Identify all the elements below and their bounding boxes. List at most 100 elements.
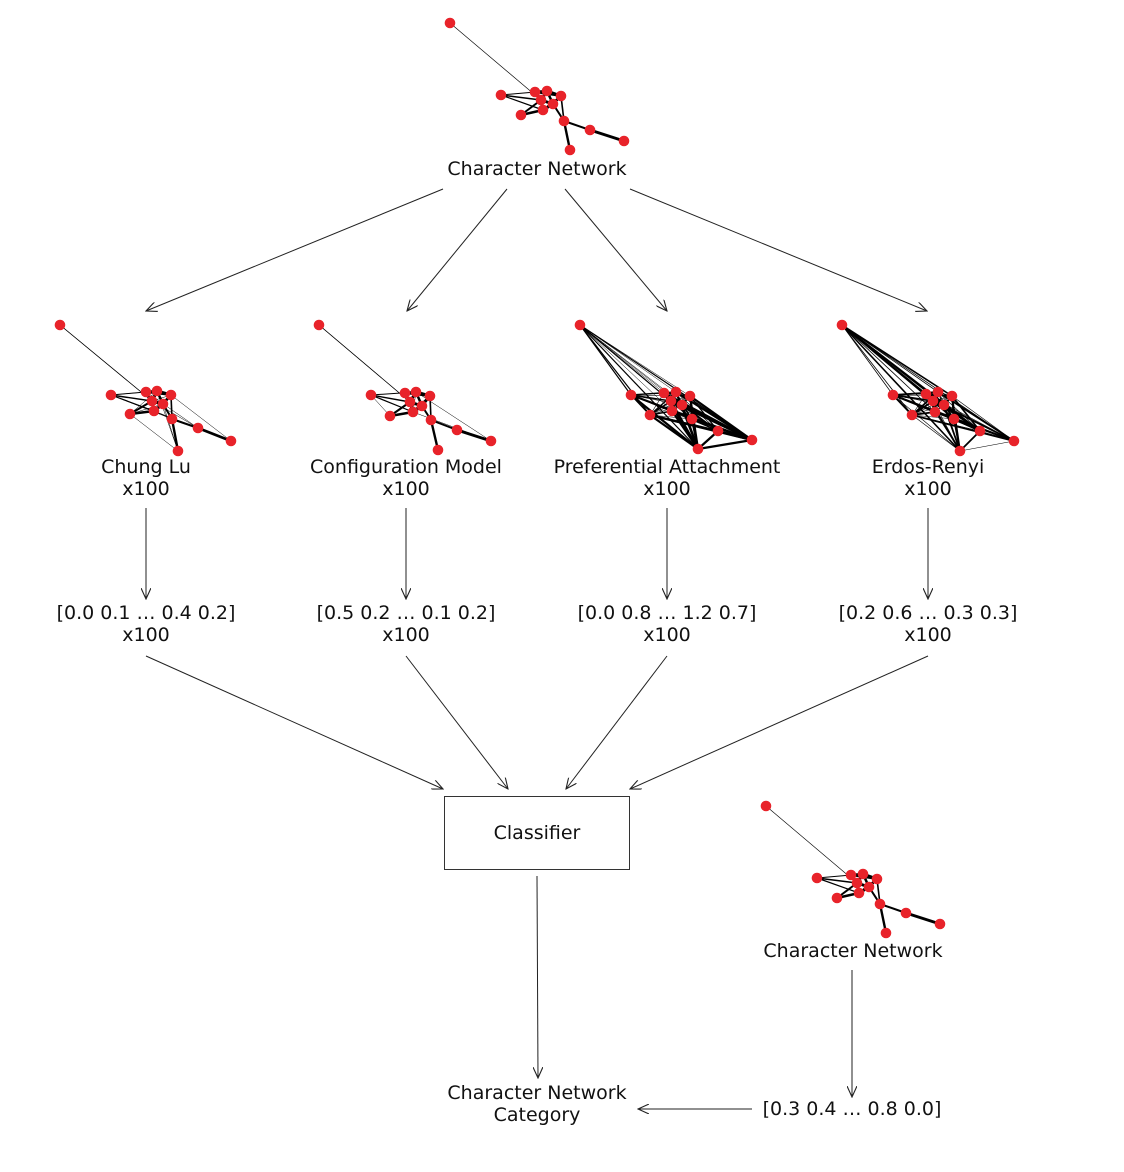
graph-edge [951,395,981,432]
graph-node [574,319,586,331]
graph-node [746,434,758,446]
graph-edge [59,324,153,402]
output-category-label: Character Network Category [447,1082,626,1126]
graph-node [929,406,941,418]
graph-node [938,399,950,411]
graph-edge [697,438,753,451]
graph-edge [959,440,1015,452]
erdos-renyi-name: Erdos-Renyi [871,456,985,478]
graph-node [564,144,576,156]
graph-edge [905,911,941,926]
graph-node [105,389,117,401]
chung-lu-count: x100 [122,478,170,500]
graph-node [906,409,918,421]
graph-node [541,85,553,97]
graph-node [157,398,169,410]
graph-node [874,898,886,910]
graph-edge [816,877,860,894]
graph-edge [943,404,1015,442]
erdos-renyi-count: x100 [904,478,952,500]
arrow-classifier-output [537,875,538,1078]
graph-edge [110,391,147,396]
graph-node [515,109,527,121]
output-line-1: Character Network [447,1082,627,1104]
graph-node [625,389,637,401]
graph-edge [197,427,232,442]
graph-edge [162,403,179,452]
graph-node [166,413,178,425]
chung-lu-graph [54,319,237,457]
configuration-model-name: Configuration Model [310,456,502,478]
graph-edge [841,324,894,396]
graph-node [880,927,892,939]
graph-edge [937,391,981,432]
graph-node [313,319,325,331]
configuration-model-vector: [0.5 0.2 … 0.1 0.2] x100 [317,602,496,646]
graph-node [365,389,377,401]
graph-node [836,319,848,331]
graph-node [618,135,630,147]
graph-node [811,872,823,884]
graph-node [948,413,960,425]
graph-edge [841,324,936,413]
arrow-to-preferential-attachment [564,188,667,311]
graph-node [871,873,883,885]
graph-node [712,425,724,437]
graph-node [658,387,670,399]
preferential-attachment-name: Preferential Attachment [553,456,781,478]
graph-node [192,422,204,434]
graph-edge [841,324,953,397]
graph-edge [170,418,180,452]
preferential-attachment-count: x100 [643,478,691,500]
graph-edge [370,394,414,413]
graph-node [529,86,541,98]
chung-lu-vector-values: [0.0 0.1 … 0.4 0.2] [56,602,236,624]
graph-node [684,390,696,402]
arrow-to-erdos-renyi [629,188,927,311]
graph-edge [579,324,699,450]
graph-edge [979,430,1015,442]
graph-node [665,395,677,407]
configuration-model-count: x100 [382,478,430,500]
graph-node [558,115,570,127]
graph-edge [170,394,232,442]
graph-edge [370,394,411,403]
graph-node [863,881,875,893]
graph-edge [911,414,1015,442]
query-vector: [0.3 0.4 … 0.8 0.0] [762,1098,942,1120]
graph-node [399,387,411,399]
graph-node [54,319,66,331]
graph-edge [953,418,961,452]
chung-lu-vector: [0.0 0.1 … 0.4 0.2] x100 [57,602,236,646]
graph-node [851,877,863,889]
graph-node [686,413,698,425]
graph-edge [943,404,961,452]
graph-edge [681,404,753,441]
character-network-graph-query [760,800,946,939]
graph-node [404,396,416,408]
graph-edge [630,394,672,402]
graph-node [424,390,436,402]
graph-node [225,435,237,447]
graph-node [444,17,456,29]
preferential-attachment-label: Preferential Attachment x100 [554,456,781,500]
graph-edge [129,390,158,415]
top-network-label: Character Network [447,158,627,180]
graph-node [425,414,437,426]
graph-edge [911,404,945,416]
erdos-renyi-vector-values: [0.2 0.6 … 0.3 0.3] [838,602,1018,624]
graph-node [124,408,136,420]
graph-node [1008,435,1020,447]
graph-node [676,399,688,411]
graph-node [831,892,843,904]
graph-node [555,90,567,102]
graph-edge [911,414,955,420]
graph-node [946,390,958,402]
erdos-renyi-vector-count: x100 [904,624,952,646]
character-network-graph-top [444,17,630,156]
graph-node [934,918,946,930]
graph-edge [129,413,179,452]
graph-node [140,386,152,398]
erdos-renyi-label: Erdos-Renyi x100 [872,456,985,500]
